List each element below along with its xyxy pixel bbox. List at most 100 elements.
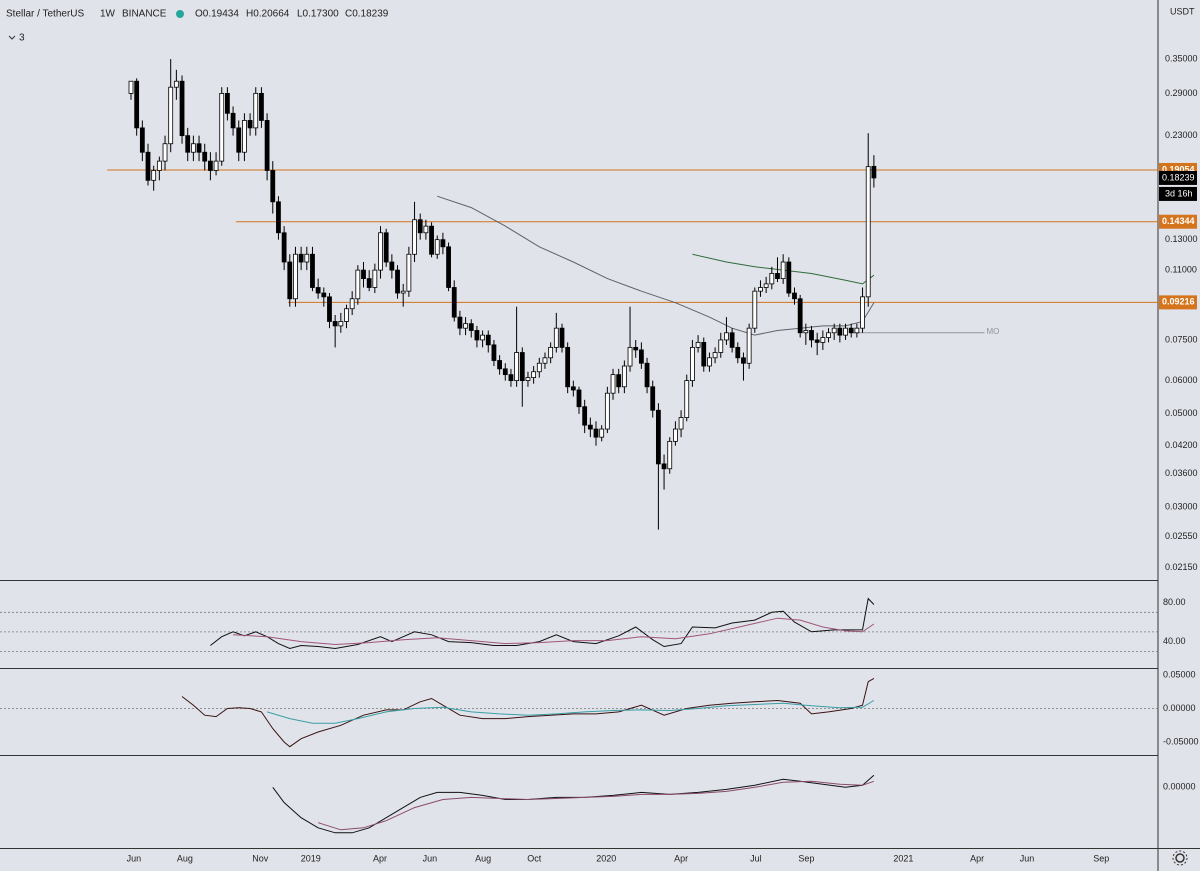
level-label: 0.09216 <box>1162 297 1195 307</box>
candle-body <box>491 344 497 361</box>
candle-body <box>298 253 304 263</box>
open-value: O0.19434 <box>195 9 239 20</box>
y-tick-label: 0.07500 <box>1165 334 1198 344</box>
candle-body <box>190 143 196 153</box>
x-tick-label: Jun <box>423 853 438 863</box>
high-value: H0.20664 <box>246 9 290 20</box>
y-tick-label: 0.00000 <box>1163 703 1196 713</box>
candle-body <box>281 232 287 263</box>
candle-body <box>429 225 434 255</box>
candle-body <box>389 261 395 271</box>
candle-body <box>792 292 797 300</box>
y-tick-label: 0.02550 <box>1165 531 1198 541</box>
candle-body <box>400 290 406 294</box>
candle-body <box>242 120 247 153</box>
candle-body <box>548 346 554 359</box>
candle-body <box>587 424 593 430</box>
y-tick-label: 0.23000 <box>1165 130 1198 140</box>
x-tick-label: 2020 <box>596 853 616 863</box>
candle-body <box>276 201 281 234</box>
level-label-box <box>1159 214 1197 229</box>
candle-body <box>417 219 423 234</box>
interval[interactable]: 1W <box>100 9 116 20</box>
y-tick-label: 0.04200 <box>1165 440 1198 450</box>
level-label-box <box>1159 295 1197 310</box>
exchange[interactable]: BINANCE <box>122 9 167 20</box>
candle-body <box>202 151 208 162</box>
y-tick-label: 0.03000 <box>1165 501 1198 511</box>
candle-body <box>826 332 831 338</box>
candle-body <box>746 327 752 364</box>
candle-body <box>457 316 463 329</box>
candle-body <box>854 327 860 334</box>
x-tick-label: Apr <box>970 853 984 863</box>
candle-body <box>542 357 548 364</box>
x-tick-label: 2021 <box>893 853 913 863</box>
candle-body <box>383 232 389 263</box>
candle-body <box>758 287 763 292</box>
candle-body <box>230 112 236 129</box>
candle-body <box>304 253 310 263</box>
candle-body <box>553 327 559 348</box>
candle-body <box>565 346 571 388</box>
symbol[interactable]: Stellar / TetherUS <box>6 9 85 20</box>
candle-body <box>655 409 661 465</box>
y-tick-label: 0.03600 <box>1165 468 1198 478</box>
settings-icon[interactable] <box>1172 850 1188 866</box>
collapse-icon[interactable] <box>8 35 16 40</box>
candle-body <box>741 357 746 364</box>
candle-body <box>599 428 605 438</box>
candle-body <box>729 332 735 348</box>
candle-body <box>156 160 162 171</box>
candle-body <box>667 440 673 470</box>
indicator-line <box>233 617 875 646</box>
y-tick-label: 0.13000 <box>1165 234 1198 244</box>
candle-body <box>536 362 542 373</box>
candle-body <box>638 349 644 364</box>
candle-body <box>406 253 412 292</box>
candle-body <box>327 296 332 322</box>
candle-body <box>179 80 185 137</box>
candle-body <box>344 308 349 322</box>
candle-body <box>508 374 514 382</box>
x-tick-label: 2019 <box>301 853 321 863</box>
candle-body <box>502 368 508 376</box>
candle-body <box>480 334 485 341</box>
candle-body <box>293 253 298 300</box>
y-tick-label: 0.35000 <box>1165 53 1198 63</box>
candle-body <box>519 352 525 382</box>
candle-body <box>837 327 843 336</box>
y-tick-label: 0.29000 <box>1165 88 1198 98</box>
indicator-line <box>266 700 875 724</box>
candle-body <box>264 120 270 171</box>
candle-body <box>173 80 179 88</box>
currency[interactable]: USDT <box>1170 6 1195 16</box>
candle-body <box>213 160 219 171</box>
countdown-label: 3d 16h <box>1165 188 1193 198</box>
candle-body <box>270 170 276 203</box>
candle-body <box>820 337 826 343</box>
x-tick-label: Jun <box>1020 853 1035 863</box>
candle-body <box>259 92 264 121</box>
candle-body <box>196 143 202 153</box>
candle-body <box>207 160 213 171</box>
low-value: L0.17300 <box>297 9 339 20</box>
level-label: 0.19054 <box>1162 164 1195 174</box>
y-tick-label: 0.06000 <box>1165 375 1198 385</box>
candle-body <box>752 290 758 329</box>
candle-body <box>865 166 871 298</box>
candle-body <box>236 127 242 153</box>
candle-body <box>593 428 599 438</box>
candle-body <box>372 269 378 288</box>
candle-body <box>582 406 588 426</box>
x-tick-label: Jun <box>127 853 142 863</box>
candle-body <box>378 232 383 271</box>
y-tick-label: 80.00 <box>1163 597 1186 607</box>
indicator-count[interactable]: 3 <box>19 33 25 44</box>
indicator-line <box>317 780 875 831</box>
candle-body <box>690 346 695 382</box>
candle-body <box>803 330 809 334</box>
candle-body <box>440 239 446 248</box>
